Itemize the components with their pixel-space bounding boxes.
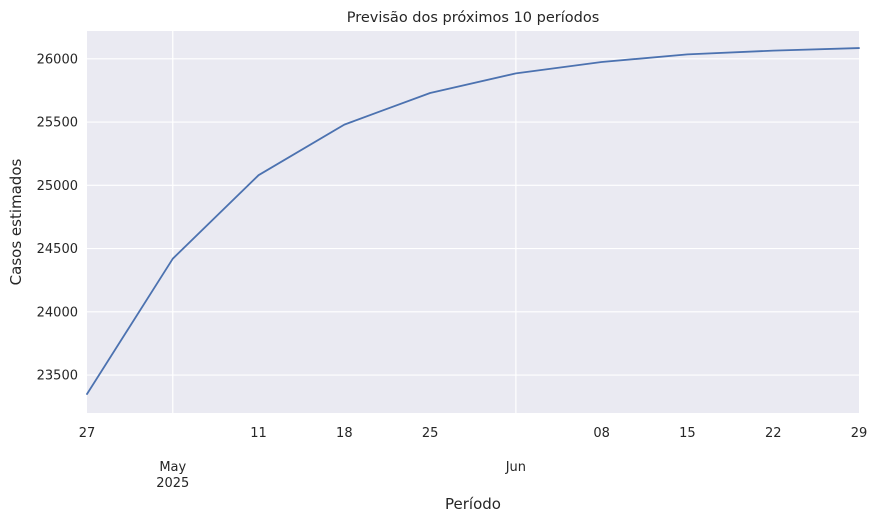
data-point [428, 91, 432, 95]
x-minor-tick-label: 15 [679, 426, 696, 441]
data-point [600, 60, 604, 64]
x-major-tick-label: Jun [505, 460, 526, 475]
data-point [171, 257, 175, 261]
x-axis-label: Período [445, 495, 501, 513]
x-minor-tick-label: 27 [79, 426, 96, 441]
series-lines [85, 46, 861, 396]
x-minor-tick-label: 29 [851, 426, 868, 441]
x-minor-tick-label: 22 [765, 426, 782, 441]
grid-lines [87, 31, 859, 413]
x-minor-tick-label: 08 [593, 426, 610, 441]
data-point [85, 392, 89, 396]
x-minor-tick-label: 25 [422, 426, 439, 441]
y-tick-label: 23500 [37, 369, 78, 384]
y-tick-label: 24500 [37, 242, 78, 257]
data-point [257, 173, 261, 177]
x-major-tick-label: May [159, 460, 186, 475]
x-minor-tick-label: 11 [250, 426, 267, 441]
data-point [342, 123, 346, 127]
data-point [514, 71, 518, 75]
x-major-tick-sublabel: 2025 [156, 476, 189, 491]
y-axis-ticks: 23500 24000 24500 25000 25500 26000 [37, 52, 78, 383]
y-tick-label: 26000 [37, 52, 78, 67]
plot-background [87, 31, 859, 413]
y-axis-label: Casos estimados [7, 158, 25, 285]
chart-title: Previsão dos próximos 10 períodos [347, 10, 600, 26]
data-point [771, 49, 775, 53]
y-tick-label: 25500 [37, 116, 78, 131]
x-minor-tick-label: 18 [336, 426, 353, 441]
y-tick-label: 24000 [37, 305, 78, 320]
data-point [685, 52, 689, 56]
series-line [86, 47, 860, 395]
y-tick-label: 25000 [37, 179, 78, 194]
data-point [857, 46, 861, 50]
